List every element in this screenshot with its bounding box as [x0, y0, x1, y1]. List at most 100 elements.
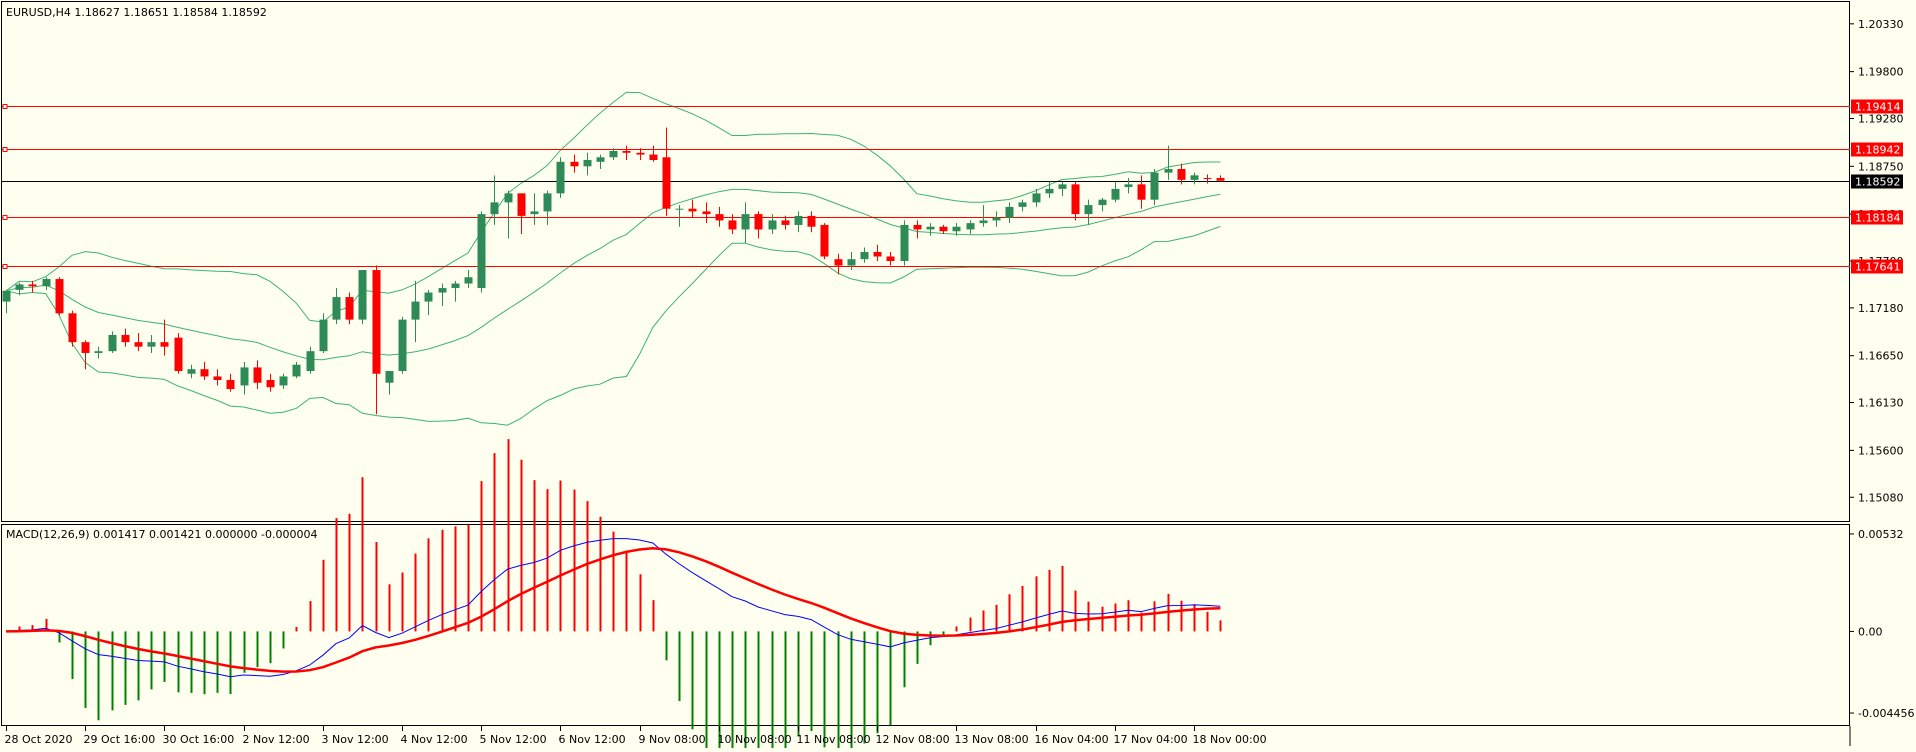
candle [187, 364, 196, 379]
candle [213, 369, 222, 386]
candle-body [187, 369, 196, 374]
candle [609, 148, 618, 161]
candle [1124, 178, 1133, 194]
candle-body [1084, 205, 1093, 215]
macd-panel-frame [1, 524, 1850, 726]
symbol-info-label: EURUSD,H4 1.18627 1.18651 1.18584 1.1859… [6, 6, 267, 19]
time-tick-label: 10 Nov 08:00 [718, 733, 792, 746]
level-label: 1.17641 [1855, 261, 1901, 274]
candle-body [1190, 175, 1199, 180]
macd-indicator: 0.00532 0.00 -0.004456 [5, 439, 1914, 752]
candle-body [1111, 188, 1120, 200]
candle [504, 190, 513, 239]
candle [754, 211, 763, 239]
candle-body [1150, 172, 1159, 200]
candle-body [754, 214, 763, 230]
candle [477, 211, 486, 293]
macd-info-label: MACD(12,26,9) 0.001417 0.001421 0.000000… [6, 528, 317, 541]
candle-body [913, 224, 922, 230]
candle [451, 280, 460, 302]
candle-body [55, 279, 64, 314]
candle-body [1005, 206, 1014, 218]
candle [279, 373, 288, 390]
candle-body [583, 160, 592, 167]
bid-price-label: 1.18592 [1855, 176, 1901, 189]
candle-body [530, 211, 539, 215]
candle-body [543, 193, 552, 212]
candle [253, 360, 262, 390]
candle-body [42, 279, 51, 287]
candle-body [226, 380, 235, 390]
level-line-handle[interactable] [2, 147, 8, 152]
candle-body [517, 193, 526, 216]
candle [385, 371, 394, 395]
candle-body [385, 371, 394, 383]
candle [464, 270, 473, 289]
candle [1216, 175, 1225, 182]
candle-body [860, 251, 869, 260]
candle-body [121, 334, 130, 343]
candle [741, 202, 750, 243]
candle-body [438, 288, 447, 293]
level-line-handle[interactable] [2, 264, 8, 269]
candle-body [649, 154, 658, 161]
candle [1137, 175, 1146, 209]
candle-body [556, 161, 565, 194]
time-tick-label: 6 Nov 12:00 [559, 733, 626, 746]
candle-body [781, 220, 790, 225]
candle-body [1203, 178, 1212, 180]
candle-body [794, 215, 803, 225]
candle-body [490, 202, 499, 215]
candle [1084, 199, 1093, 225]
candle [226, 373, 235, 392]
candle [781, 215, 790, 230]
time-tick-label: 3 Nov 12:00 [322, 733, 389, 746]
candle-body [741, 214, 750, 230]
level-label: 1.18184 [1855, 212, 1901, 225]
level-line-handle[interactable] [2, 104, 8, 109]
candle-body [134, 342, 143, 347]
candle [1177, 163, 1186, 185]
candle [847, 251, 856, 271]
candle-body [240, 367, 249, 386]
candle [411, 280, 420, 343]
candle [517, 193, 526, 234]
candle [240, 361, 249, 395]
candle [292, 361, 301, 379]
candlestick-series [2, 127, 1225, 415]
candle [174, 333, 183, 374]
candle-body [424, 292, 433, 302]
candle-body [15, 284, 24, 290]
candle-body [609, 150, 618, 158]
candle [860, 247, 869, 263]
candle-body [253, 367, 262, 383]
candle [715, 206, 724, 227]
price-tick-label: 1.19280 [1858, 113, 1904, 126]
candle-body [319, 319, 328, 352]
candle-body [926, 226, 935, 230]
candle [28, 280, 37, 293]
macd-tick-label: 0.00532 [1858, 528, 1904, 541]
macd-line [5, 538, 1221, 678]
level-line-handle[interactable] [2, 215, 8, 220]
candle [966, 220, 975, 234]
candle [886, 251, 895, 266]
price-panel-frame [1, 1, 1850, 522]
time-tick-label: 28 Oct 2020 [5, 733, 73, 746]
candle-body [213, 376, 222, 381]
candle [200, 361, 209, 381]
candle [108, 331, 117, 353]
candle-body [1177, 169, 1186, 180]
candle [358, 270, 367, 325]
candle-body [279, 376, 288, 386]
price-tick-label: 1.18750 [1858, 160, 1904, 173]
candle [332, 288, 341, 325]
candle [900, 220, 909, 266]
candle [1018, 199, 1027, 212]
price-tick-label: 1.20330 [1858, 18, 1904, 31]
candle-body [200, 369, 209, 377]
price-tick-label: 1.15600 [1858, 444, 1904, 457]
candle-body [992, 217, 1001, 221]
candle [1045, 181, 1054, 198]
